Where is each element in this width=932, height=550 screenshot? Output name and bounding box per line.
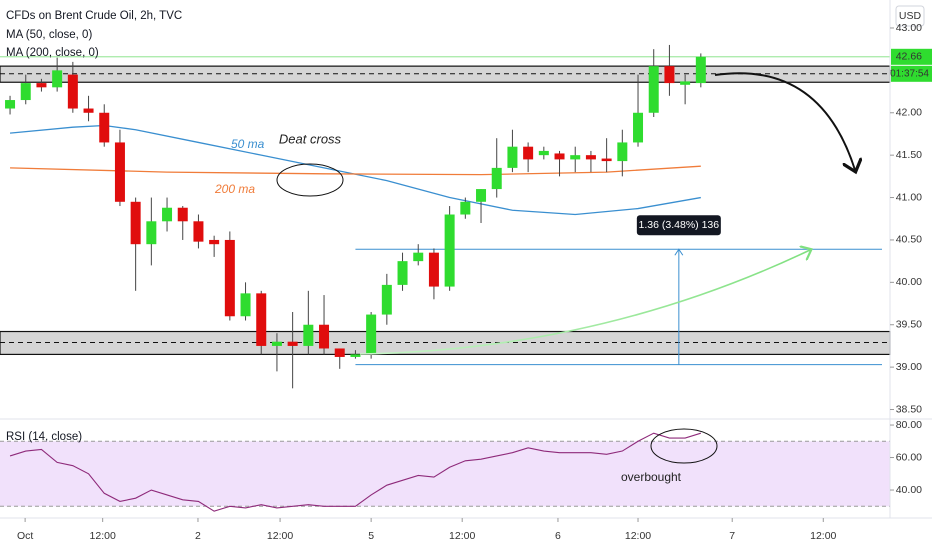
candle-body <box>413 252 424 262</box>
candle-body <box>554 153 565 160</box>
candle-body <box>601 158 612 162</box>
candle-body <box>52 70 63 88</box>
candle-body <box>428 252 439 287</box>
x-tick-label: 2 <box>195 530 201 542</box>
candle-body <box>366 314 377 355</box>
candle-body <box>648 66 659 113</box>
candle-body <box>570 155 581 160</box>
countdown: 01:37:54 <box>890 68 929 79</box>
candle-body <box>36 83 47 88</box>
candle-body <box>83 108 94 113</box>
overbought-ellipse <box>650 428 718 464</box>
overbought-note: overbought <box>621 470 682 484</box>
candle-body <box>224 239 235 317</box>
candle-body <box>20 83 31 101</box>
ma-line <box>10 165 701 176</box>
candle-body <box>271 341 282 346</box>
candle-body <box>680 81 691 85</box>
measure-box <box>636 215 721 236</box>
cross-ellipse <box>276 163 344 197</box>
last-price-label: 42.66 <box>896 51 922 63</box>
y-tick-label: 41.50 <box>896 149 922 161</box>
y-tick-label: 40.00 <box>896 276 922 288</box>
legend-rsi: RSI (14, close) <box>6 431 82 443</box>
candle-body <box>240 293 251 317</box>
x-tick-label: 5 <box>368 530 374 542</box>
candle-body <box>507 146 518 168</box>
candle-body <box>162 207 173 222</box>
candle-body <box>334 348 345 357</box>
x-tick-label: 6 <box>555 530 561 542</box>
legend-ma200: MA (200, close, 0) <box>6 47 99 59</box>
x-tick-label: 12:00 <box>810 530 836 542</box>
ma-line <box>9 124 701 216</box>
y-tick-label: 38.50 <box>896 403 922 415</box>
y-tick-label: 39.50 <box>896 319 922 331</box>
black-arrow <box>714 72 855 170</box>
candle-body <box>585 155 596 160</box>
candle-body <box>193 221 204 242</box>
candle-body <box>460 201 471 215</box>
candle-body <box>617 142 628 162</box>
y-tick-label: 43.00 <box>896 22 922 34</box>
candle-body <box>209 239 220 245</box>
candle-body <box>664 66 675 84</box>
candle-body <box>444 214 455 287</box>
currency-box[interactable] <box>895 5 925 27</box>
candle-body <box>381 284 392 315</box>
y-tick-label: 40.50 <box>896 234 922 246</box>
x-tick-label: Oct <box>17 530 33 542</box>
x-tick-label: 12:00 <box>449 530 475 542</box>
y-tick-label: 41.00 <box>896 191 922 203</box>
candle-body <box>538 150 549 156</box>
y-tick-label: 39.00 <box>896 361 922 373</box>
rsi-line <box>9 432 701 512</box>
candle-body <box>99 112 110 143</box>
last-price-box <box>891 48 932 65</box>
candle-body <box>303 324 314 346</box>
candle-body <box>319 324 330 349</box>
candle-body <box>287 341 298 346</box>
measure-label: 1.36 (3.48%) 136 <box>639 219 720 231</box>
y-tick-label: 42.00 <box>896 107 922 119</box>
candle-body <box>130 201 141 245</box>
x-tick-label: 12:00 <box>90 530 116 542</box>
x-tick-label: 12:00 <box>267 530 293 542</box>
ma200-note: 200 ma <box>214 182 255 196</box>
ma50-note: 50 ma <box>231 137 265 151</box>
candle-body <box>5 100 16 109</box>
candle-body <box>146 221 157 245</box>
legend-ma50: MA (50, close, 0) <box>6 29 92 41</box>
candle-body <box>350 354 361 357</box>
currency: USD <box>899 10 922 22</box>
rsi-tick-label: 40.00 <box>896 484 922 496</box>
candle-body <box>633 112 644 143</box>
countdown-box <box>891 65 932 82</box>
x-tick-label: 12:00 <box>625 530 651 542</box>
legend-title: CFDs on Brent Crude Oil, 2h, TVC <box>6 10 182 22</box>
price-pane: 1.36 (3.48%) 136 <box>0 44 891 389</box>
candle-body <box>476 189 487 202</box>
candle-body <box>114 142 125 202</box>
rsi-band <box>0 441 890 507</box>
candle-body <box>67 74 78 109</box>
candle-body <box>256 293 267 346</box>
candle-body <box>177 207 188 222</box>
rsi-tick-label: 80.00 <box>896 419 922 431</box>
cross-note: Deat cross <box>279 131 342 146</box>
rsi-tick-label: 60.00 <box>896 451 922 463</box>
candle-body <box>397 261 408 285</box>
candle-body <box>523 146 534 160</box>
candle-body <box>695 56 706 84</box>
candle-body <box>491 167 502 190</box>
green-arrow <box>359 250 810 355</box>
rsi-pane <box>0 432 890 512</box>
x-tick-label: 7 <box>729 530 735 542</box>
measure-head <box>674 248 684 256</box>
